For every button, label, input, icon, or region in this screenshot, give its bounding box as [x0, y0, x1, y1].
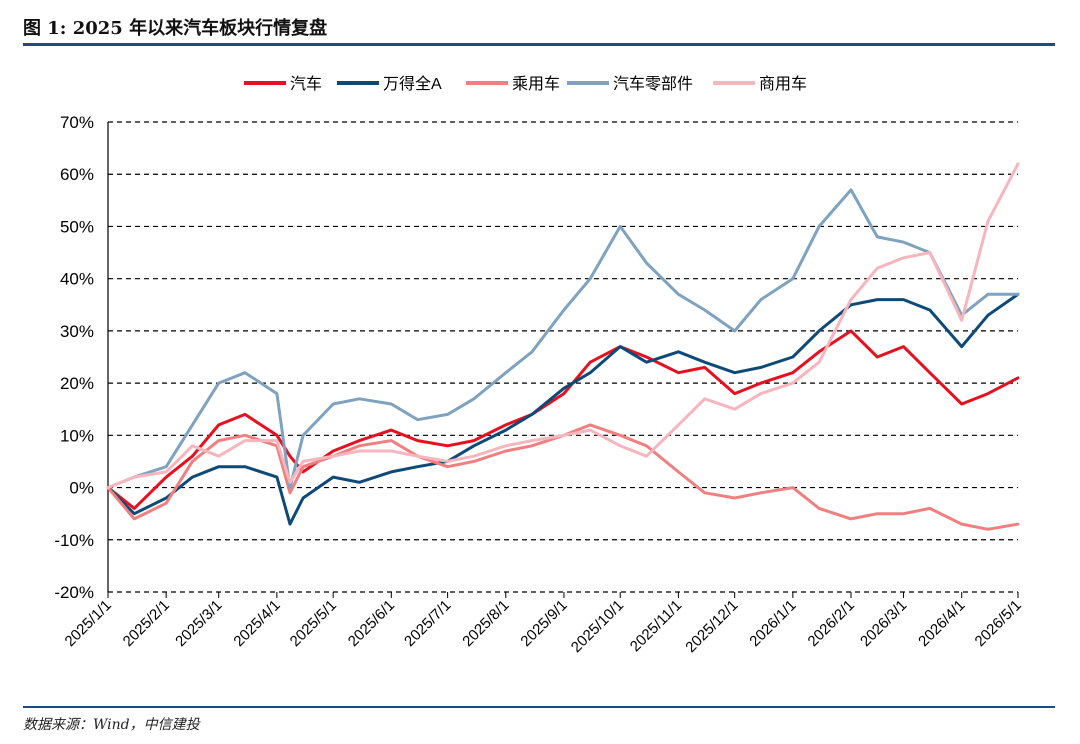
x-tick-label: 2025/7/1	[401, 597, 454, 650]
y-tick-label: 60%	[60, 165, 94, 184]
legend-label: 汽车	[290, 75, 322, 93]
figure-title: 图 1: 2025 年以来汽车板块行情复盘	[23, 18, 328, 39]
series-line	[106, 329, 1020, 510]
y-tick-label: 50%	[60, 217, 94, 236]
legend-label: 万得全A	[383, 75, 442, 93]
x-tick-label: 2025/2/1	[120, 597, 173, 650]
y-tick-label: -10%	[54, 531, 94, 550]
legend: 汽车 万得全A 乘用车 汽车零部件 商用车	[244, 75, 807, 93]
x-tick-label: 2025/5/1	[287, 597, 340, 650]
x-tick-label: 2025/10/1	[568, 597, 627, 656]
line-chart: 70%60%50%40%30%20%10%0%-10%-20%2025/1/1 2…	[54, 75, 1025, 656]
series-line	[106, 188, 1020, 490]
x-tick-label: 2026/4/1	[915, 597, 968, 650]
x-tick-label: 2025/6/1	[345, 597, 398, 650]
legend-label: 商用车	[759, 75, 807, 93]
y-tick-label: 70%	[60, 113, 94, 132]
x-tick-label: 2026/2/1	[805, 597, 858, 650]
series-lines	[106, 162, 1020, 531]
series-line	[106, 162, 1020, 490]
y-tick-label: 40%	[60, 270, 94, 289]
grid-lines: 70% 60% 50% 40% 30% 20% 10% 0% -10% -20%	[54, 113, 1018, 602]
header-rule	[23, 43, 1055, 46]
x-tick-label: 2025/4/1	[230, 597, 283, 650]
y-tick-label: 20%	[60, 374, 94, 393]
footer-rule	[23, 706, 1055, 708]
y-tick-label: 30%	[60, 322, 94, 341]
x-tick-label: 2026/5/1	[972, 597, 1025, 650]
legend-label: 乘用车	[512, 75, 560, 93]
x-tick-label: 2025/8/1	[459, 597, 512, 650]
chart-area: 70% 60% 50% 40% 30% 20% 10% 0% -10% -20% 2025/1/1 2…	[0, 46, 1080, 706]
x-tick-label: 2025/3/1	[172, 597, 225, 650]
x-tick-label: 2026/1/1	[746, 597, 799, 650]
x-tick-label: 2026/3/1	[857, 597, 910, 650]
y-tick-label: 0%	[69, 479, 94, 498]
series-line	[106, 292, 1020, 526]
x-tick-label: 2025/9/1	[517, 597, 570, 650]
legend-label: 汽车零部件	[613, 75, 693, 93]
x-tick-label: 2025/11/1	[627, 597, 685, 655]
source-note: 数据来源：Wind，中信建投	[23, 717, 200, 733]
y-tick-label: 10%	[60, 426, 94, 445]
x-tick-label: 2025/1/1	[62, 597, 115, 650]
y-tick-label: -20%	[54, 583, 94, 602]
x-axis-ticks: 2025/1/1 2025/2/1 2025/3/1 2025/4/1 2025/5/1…	[62, 592, 1025, 656]
x-tick-label: 2025/12/1	[682, 597, 741, 656]
figure-header: 图 1: 2025 年以来汽车板块行情复盘	[0, 0, 1080, 46]
